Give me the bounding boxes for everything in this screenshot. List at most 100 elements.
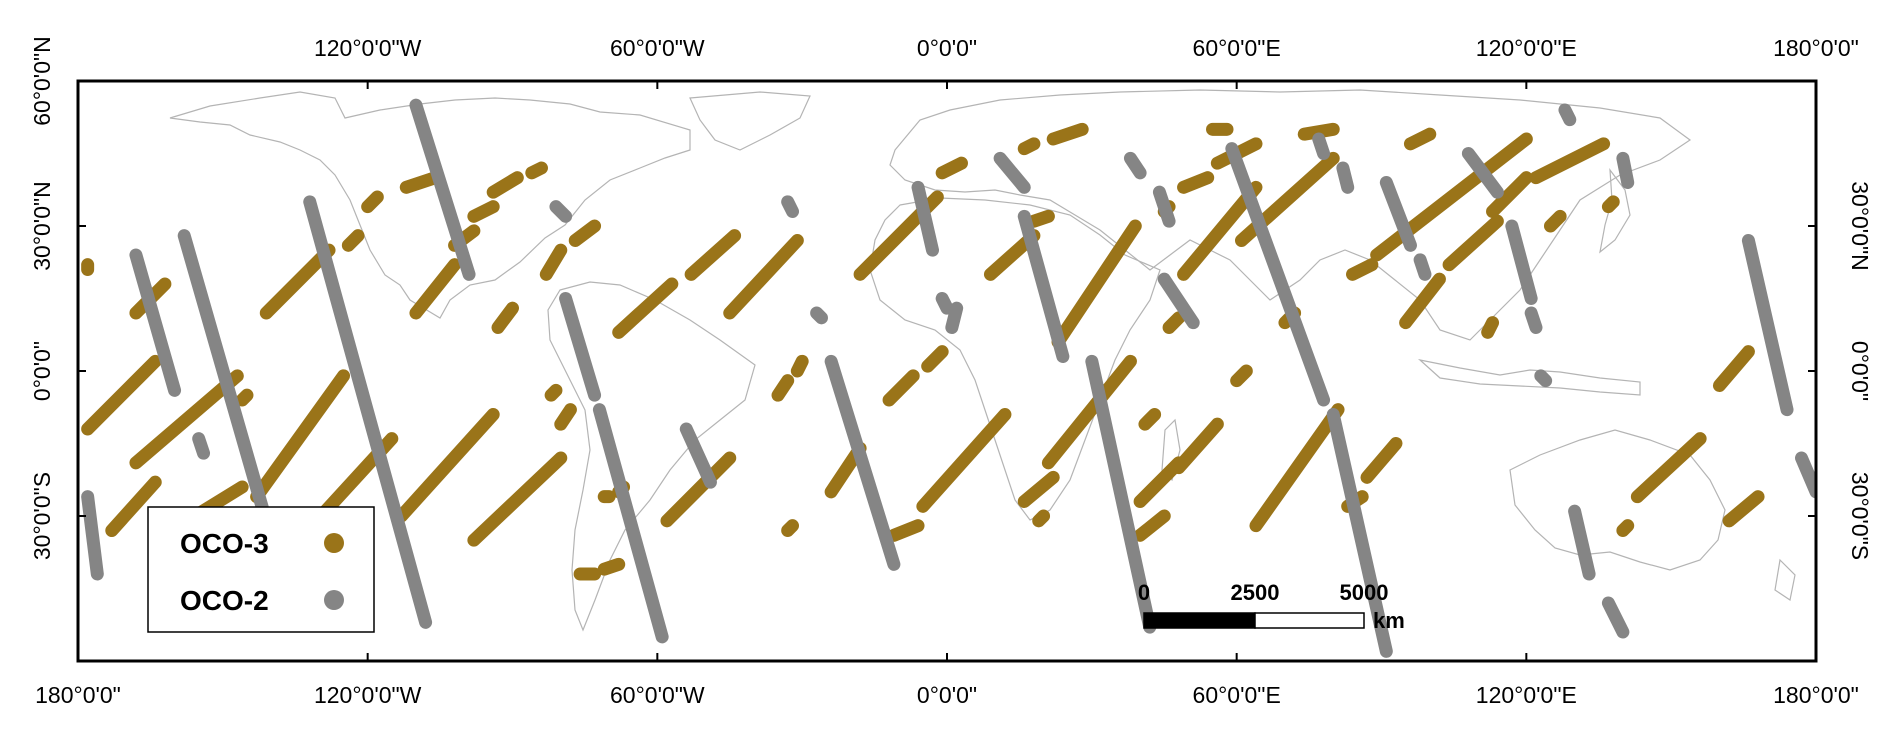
oco3-track-11 xyxy=(361,190,384,214)
oco3-track-80 xyxy=(1712,345,1755,392)
oco3-track-42 xyxy=(921,345,949,373)
oco3-track-72 xyxy=(1442,214,1504,272)
oco3-track-38 xyxy=(935,156,968,180)
scale-label-5000: 5000 xyxy=(1340,580,1389,605)
oco2-track-21 xyxy=(1085,354,1157,634)
oco3-track-33 xyxy=(771,374,795,402)
oco2-track-2 xyxy=(192,432,211,460)
greenland-outline xyxy=(689,91,811,151)
oco2-track-layer xyxy=(81,98,1816,658)
scale-label-2500: 2500 xyxy=(1231,580,1280,605)
legend-marker-oco3 xyxy=(324,533,344,553)
oco3-track-44 xyxy=(1027,209,1055,228)
oco3-track-65 xyxy=(1297,122,1340,141)
oco3-track-19 xyxy=(467,451,568,547)
oco3-track-45 xyxy=(1017,137,1041,156)
oco3-track-74 xyxy=(1481,316,1500,339)
top-tick-label-5: 180°0'0" xyxy=(1773,35,1859,61)
oco2-track-34 xyxy=(1568,504,1596,581)
oco2-track-8 xyxy=(592,403,669,644)
legend-box: OCO-3 OCO-2 xyxy=(147,506,375,633)
oco3-track-51 xyxy=(1133,509,1171,542)
right-tick-label-0: 30°0'0"N xyxy=(1847,181,1873,271)
left-tick-label-1: 30°0'0"N xyxy=(29,181,55,271)
oco3-track-55 xyxy=(1177,180,1263,281)
oco3-track-26 xyxy=(597,557,626,576)
oco2-track-9 xyxy=(679,422,717,489)
oco3-track-layer xyxy=(81,122,1765,581)
legend-marker-oco2 xyxy=(324,590,344,610)
oco2-track-15 xyxy=(945,301,964,334)
oco2-track-12 xyxy=(824,354,901,571)
oco2-track-26 xyxy=(1379,176,1417,252)
bottom-tick-label-1: 120°0'0"W xyxy=(314,682,422,708)
axis-ticks xyxy=(77,80,1817,661)
oco3-track-41 xyxy=(882,369,920,407)
oco2-track-4 xyxy=(303,195,433,629)
oco3-track-0 xyxy=(81,354,162,436)
scale-bar-empty xyxy=(1254,612,1365,629)
top-tick-label-0: 120°0'0"W xyxy=(314,35,422,61)
oco2-track-1 xyxy=(129,248,182,397)
bottom-tick-label-5: 120°0'0"E xyxy=(1476,682,1577,708)
oco3-track-35 xyxy=(781,519,800,537)
oco3-track-67 xyxy=(1360,437,1403,484)
oco2-track-7 xyxy=(559,292,602,402)
legend-label-oco3: OCO-3 xyxy=(180,528,269,559)
oco2-track-0 xyxy=(81,490,104,581)
right-tick-label-2: 30°0'0"S xyxy=(1847,472,1873,560)
oco2-track-20 xyxy=(1157,272,1200,330)
oco2-track-6 xyxy=(549,200,573,223)
oco3-track-32 xyxy=(723,234,804,320)
oco2-track-10 xyxy=(781,195,800,218)
oco2-track-5 xyxy=(409,98,476,281)
oco3-track-14 xyxy=(409,258,462,320)
oco3-track-50 xyxy=(1051,219,1142,349)
axis-labels: 120°0'0"W 60°0'0"W 0°0'0" 60°0'0"E 120°0'0"E… xyxy=(29,35,1873,708)
oco3-track-60 xyxy=(1230,364,1253,388)
oco3-track-76 xyxy=(1543,209,1567,233)
bottom-tick-label-4: 60°0'0"E xyxy=(1193,682,1281,708)
oco2-track-16 xyxy=(993,151,1031,194)
oco3-track-31 xyxy=(660,451,737,528)
oco3-track-48 xyxy=(1032,509,1051,528)
oco3-track-18 xyxy=(525,161,548,180)
oco2-track-25 xyxy=(1336,161,1355,194)
oco3-track-7 xyxy=(259,243,336,320)
oco3-track-9 xyxy=(250,369,351,504)
oco2-track-27 xyxy=(1413,253,1432,281)
oco3-track-4 xyxy=(129,369,244,470)
oco3-track-58 xyxy=(1177,171,1215,194)
top-tick-label-3: 60°0'0"E xyxy=(1193,35,1281,61)
oco2-track-35 xyxy=(1601,596,1630,639)
oco3-track-68 xyxy=(1346,258,1379,281)
bottom-tick-label-3: 0°0'0" xyxy=(917,682,977,708)
oco3-track-78 xyxy=(1616,519,1635,537)
oco2-track-37 xyxy=(1795,451,1816,499)
oco2-track-14 xyxy=(935,292,954,315)
oco3-track-52 xyxy=(1133,456,1186,508)
top-tick-label-1: 60°0'0"W xyxy=(610,35,705,61)
oco2-track-22 xyxy=(1225,142,1331,407)
oco3-track-54 xyxy=(1138,408,1162,431)
left-tick-label-0: 60°0'0"N xyxy=(29,36,55,126)
scale-bar: 0 2500 5000 km xyxy=(1138,580,1405,633)
oco2-track-24 xyxy=(1312,132,1331,160)
oco3-track-79 xyxy=(1630,432,1707,504)
bottom-tick-label-0: 180°0'0" xyxy=(35,682,121,708)
oco3-track-23 xyxy=(554,403,577,431)
indonesia-outline xyxy=(1417,358,1641,396)
oco2-track-32 xyxy=(1558,103,1577,127)
top-tick-label-2: 0°0'0" xyxy=(917,35,977,61)
oco3-track-49 xyxy=(1041,354,1137,470)
oco3-track-13 xyxy=(394,408,500,523)
oco2-track-36 xyxy=(1741,234,1794,417)
oco2-track-11 xyxy=(810,306,828,325)
oco2-track-30 xyxy=(1524,306,1543,334)
oco3-track-17 xyxy=(486,171,524,199)
new-zealand-outline xyxy=(1774,558,1796,601)
oco2-track-28 xyxy=(1461,147,1504,199)
scale-bar-filled xyxy=(1143,612,1256,629)
oco3-track-77 xyxy=(1601,195,1620,214)
oco3-track-24 xyxy=(544,383,563,402)
